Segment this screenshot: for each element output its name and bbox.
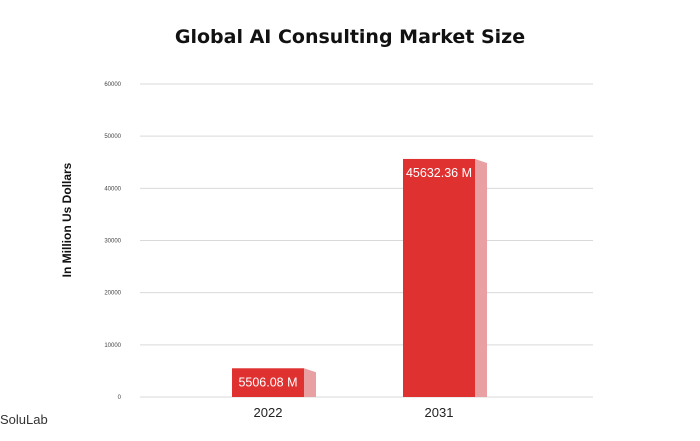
y-tick-label: 60000 — [104, 82, 121, 88]
y-tick-label: 0 — [118, 395, 122, 401]
x-tick-label: 2022 — [254, 405, 283, 420]
bar — [403, 158, 475, 397]
bars: 5506.08 M 45632.36 M — [232, 158, 487, 397]
y-tick-label: 50000 — [104, 134, 121, 140]
gridlines — [140, 83, 593, 398]
bar-data-label: 45632.36 M — [406, 166, 472, 180]
bar-side — [304, 368, 316, 397]
watermark: SoluLab — [0, 412, 48, 427]
y-tick-label: 10000 — [104, 343, 121, 349]
bar — [232, 368, 304, 397]
chart-title: Global AI Consulting Market Size — [175, 26, 525, 48]
bar-data-label: 5506.08 M — [238, 375, 297, 389]
bar-side — [475, 158, 487, 397]
y-axis-label: In Million Us Dollars — [60, 162, 74, 277]
y-tick-label: 40000 — [104, 186, 121, 192]
y-axis-ticks: 0 10000 20000 30000 40000 50000 60000 — [104, 82, 121, 401]
x-tick-label: 2031 — [425, 405, 454, 420]
x-axis-ticks: 2022 2031 — [254, 405, 454, 420]
y-tick-label: 20000 — [104, 291, 121, 297]
y-tick-label: 30000 — [104, 239, 121, 245]
